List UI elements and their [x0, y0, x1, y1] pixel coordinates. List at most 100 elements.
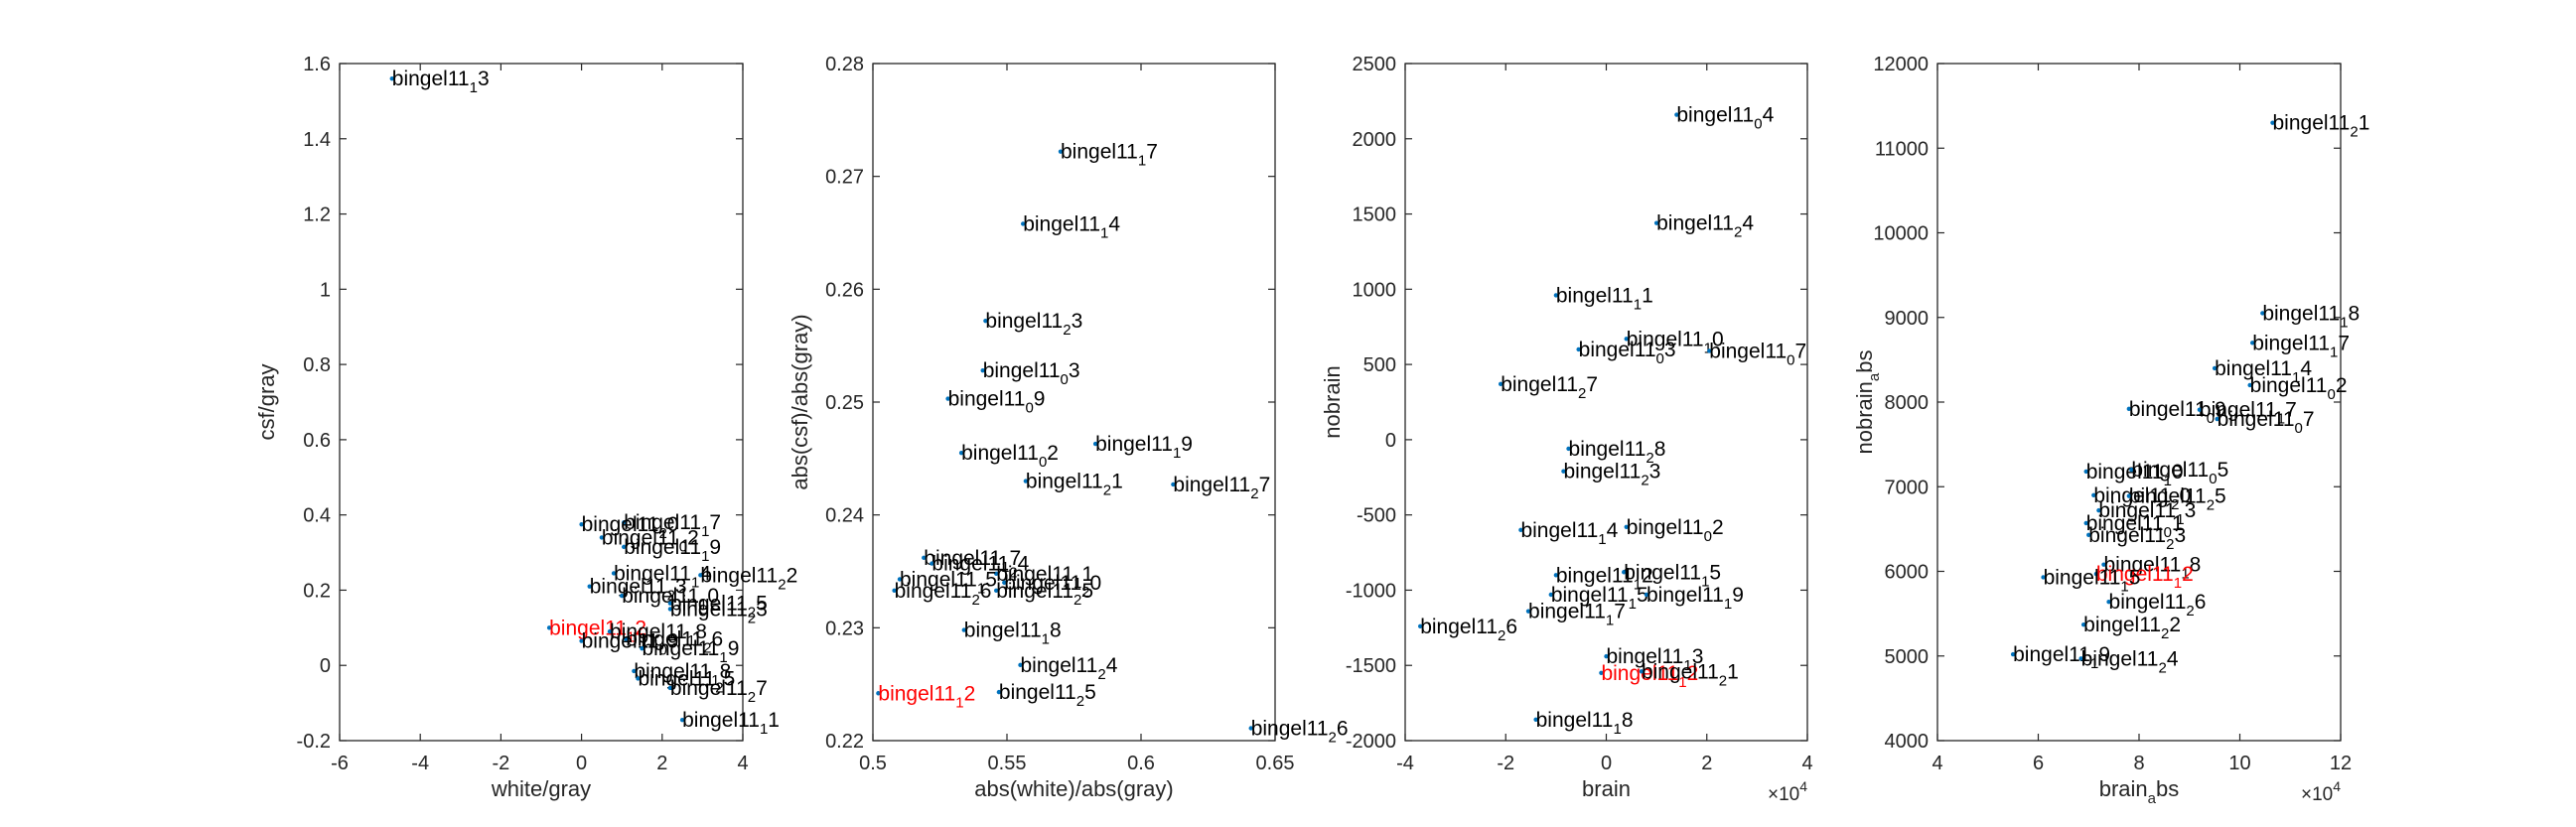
data-point: [679, 717, 685, 723]
point-label: bingel1122: [700, 564, 797, 593]
point-label: bingel1102: [602, 526, 699, 555]
axes-box: [872, 63, 1276, 742]
data-point: [922, 555, 927, 561]
point-label: bingel1121: [2272, 112, 2369, 141]
point-label: bingel1118: [610, 620, 707, 649]
y-tick-label: -500: [1357, 505, 1396, 527]
data-point: [1171, 482, 1176, 487]
point-label: bingel1101: [2086, 512, 2184, 541]
point-label: bingel1114: [1520, 519, 1618, 548]
data-point: [599, 535, 605, 540]
data-point: [611, 571, 617, 576]
data-point: [2086, 532, 2091, 538]
point-label: bingel1126: [1251, 717, 1349, 746]
x-axis-label: brainabs: [2099, 776, 2180, 807]
point-label: bingel1117: [2200, 399, 2297, 428]
data-point: [2078, 656, 2083, 661]
point-label: bingel1109: [948, 388, 1046, 417]
point-label: bingel1119: [1646, 584, 1744, 613]
data-point: [2247, 382, 2252, 388]
y-tick-label: 1: [320, 279, 331, 301]
data-point: [667, 607, 673, 612]
point-label: bingel1110: [1627, 328, 1724, 356]
point-label: bingel1112: [1556, 564, 1653, 593]
point-label: bingel1127: [1173, 474, 1270, 502]
data-point: [1518, 527, 1523, 533]
data-point: [2083, 520, 2088, 526]
point-label: bingel1124: [2081, 647, 2179, 676]
point-label: bingel1102: [961, 442, 1059, 471]
point-label: bingel1112: [2096, 563, 2194, 592]
y-tick-label: -1000: [1346, 580, 1396, 602]
point-label: bingel1103: [1579, 339, 1676, 367]
y-tick-label: 8000: [1885, 392, 1930, 414]
data-point: [2215, 416, 2219, 422]
y-tick-label: 0.26: [825, 279, 864, 301]
y-tick-label: 1.6: [303, 54, 331, 75]
point-label: bingel1114: [1023, 212, 1120, 241]
point-label: bingel1115: [1624, 561, 1721, 590]
point-label: bingel1111: [1556, 284, 1653, 313]
data-point: [579, 638, 584, 643]
y-tick-label: 0.24: [825, 505, 864, 527]
data-point: [2270, 120, 2275, 125]
point-label: bingel1115: [900, 568, 997, 597]
point-label: bingel1112: [1601, 662, 1698, 691]
point-label: bingel1119: [643, 637, 740, 666]
point-label: bingel1112: [549, 617, 646, 645]
y-tick-label: 0.2: [303, 580, 331, 602]
point-label: bingel1125: [670, 593, 768, 621]
point-label: bingel1120: [1004, 572, 1101, 601]
data-point: [930, 561, 934, 566]
data-point: [1653, 220, 1659, 225]
x-tick-label: 4: [737, 753, 748, 774]
point-label: bingel1118: [2262, 302, 2360, 331]
data-point: [2249, 341, 2255, 345]
data-point: [1023, 479, 1029, 483]
x-tick-label: -4: [411, 753, 429, 774]
point-label: bingel1118: [964, 620, 1062, 648]
data-point: [698, 573, 703, 578]
y-tick-label: 0: [320, 655, 331, 677]
x-tick-label: 0.5: [859, 753, 887, 774]
data-point: [2197, 407, 2203, 412]
data-point: [2010, 651, 2016, 657]
point-label: bingel1125: [996, 580, 1093, 609]
point-label: bingel1117: [624, 511, 721, 540]
point-label: bingel1114: [614, 562, 711, 591]
point-label: bingel1126: [895, 580, 992, 609]
data-point: [632, 668, 637, 674]
x-tick-label: 0.55: [988, 753, 1027, 774]
y-tick-label: -1500: [1346, 655, 1396, 677]
subplot-4: 4 6 8 10 12 4000 5000 6000 7000 8000 9000 10000 1100…: [1852, 54, 2369, 807]
data-point: [945, 396, 950, 401]
point-label: bingel1123: [985, 310, 1082, 339]
point-label: bingel1104: [1676, 104, 1774, 133]
data-point: [1248, 726, 1253, 731]
data-point: [624, 636, 629, 641]
data-point: [961, 627, 966, 632]
data-point: [1018, 662, 1023, 668]
x-tick-label: 2: [1701, 753, 1712, 774]
data-point: [1674, 112, 1679, 117]
x-tick-label: 0.6: [1127, 753, 1155, 774]
x-tick-label: 10: [2228, 753, 2250, 774]
point-label: bingel1125: [999, 681, 1096, 710]
x-axis-label: brain: [1582, 776, 1631, 801]
point-label: bingel1102: [1627, 516, 1724, 545]
point-label: bingel1110: [622, 585, 719, 614]
data-point: [1498, 381, 1503, 387]
point-label: bingel1111: [996, 563, 1093, 592]
point-label: bingel1124: [1021, 654, 1118, 683]
axes-box: [1936, 63, 2342, 742]
data-point: [667, 601, 673, 606]
point-label: bingel1121: [1026, 471, 1123, 499]
data-point: [1058, 149, 1064, 154]
data-point: [1002, 580, 1007, 586]
data-point: [622, 520, 627, 525]
point-label: bingel1113: [1607, 645, 1704, 674]
data-point: [622, 544, 627, 550]
x-tick-label: -6: [331, 753, 349, 774]
data-point: [546, 625, 552, 630]
y-tick-label: 1000: [1353, 279, 1397, 301]
